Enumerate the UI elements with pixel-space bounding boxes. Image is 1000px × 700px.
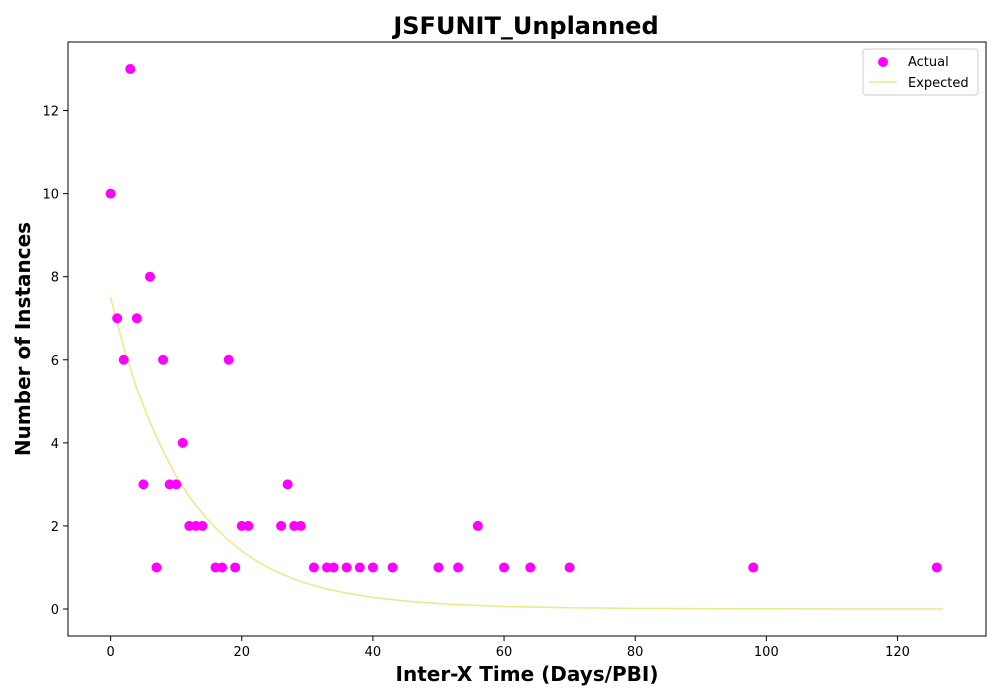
actual-point [158,354,169,365]
x-tick-label: 20 [233,645,250,660]
actual-point [217,562,228,573]
actual-point [243,520,254,531]
actual-point [131,313,142,324]
x-axis-label: Inter-X Time (Days/PBI) [396,662,659,686]
chart-title: JSFUNIT_Unplanned [391,12,658,40]
actual-point [748,562,759,573]
actual-point [472,520,483,531]
x-tick-label: 100 [754,645,779,660]
y-tick-label: 12 [42,105,59,120]
actual-point [276,520,287,531]
legend-label-expected: Expected [908,76,969,91]
x-tick-label: 80 [627,645,644,660]
actual-point [230,562,241,573]
y-tick-label: 4 [51,437,59,452]
y-tick-label: 8 [51,271,59,286]
actual-point [177,437,188,448]
actual-point [125,64,136,74]
actual-point [282,479,293,490]
actual-point [328,562,339,573]
y-tick-label: 10 [42,188,59,203]
expected-curve [109,297,944,610]
x-tick-label: 120 [885,645,910,660]
legend-label-actual: Actual [908,55,949,70]
actual-point [931,562,942,573]
x-tick-label: 40 [365,645,382,660]
x-tick-label: 60 [496,645,513,660]
actual-point [367,562,378,573]
actual-point [112,313,123,324]
actual-point [144,271,155,282]
x-tick-label: 0 [106,645,114,660]
legend-box [862,48,979,96]
actual-point [341,562,352,573]
actual-point [223,354,234,365]
plot-area-frame [67,41,987,637]
actual-point [525,562,536,573]
actual-point [171,479,182,490]
actual-point [453,562,464,573]
actual-point [295,520,306,531]
y-axis: 0 2 4 6 8 10 12 [42,105,68,618]
y-tick-label: 0 [51,603,59,618]
actual-point [387,562,398,573]
x-axis: 0 20 40 60 80 100 120 [106,636,910,660]
actual-point [354,562,365,573]
y-tick-label: 6 [51,354,59,369]
legend: Actual Expected [862,48,979,96]
series-layer [105,64,944,610]
y-tick-label: 2 [51,520,59,535]
actual-point [105,188,116,199]
actual-point [499,562,510,573]
actual-point [564,562,575,573]
actual-point [118,354,129,365]
actual-point [433,562,444,573]
legend-marker-actual [878,57,888,67]
actual-point [151,562,162,573]
actual-point [138,479,149,490]
y-axis-label: Number of Instances [11,222,35,456]
actual-point [308,562,319,573]
actual-point [197,520,208,531]
